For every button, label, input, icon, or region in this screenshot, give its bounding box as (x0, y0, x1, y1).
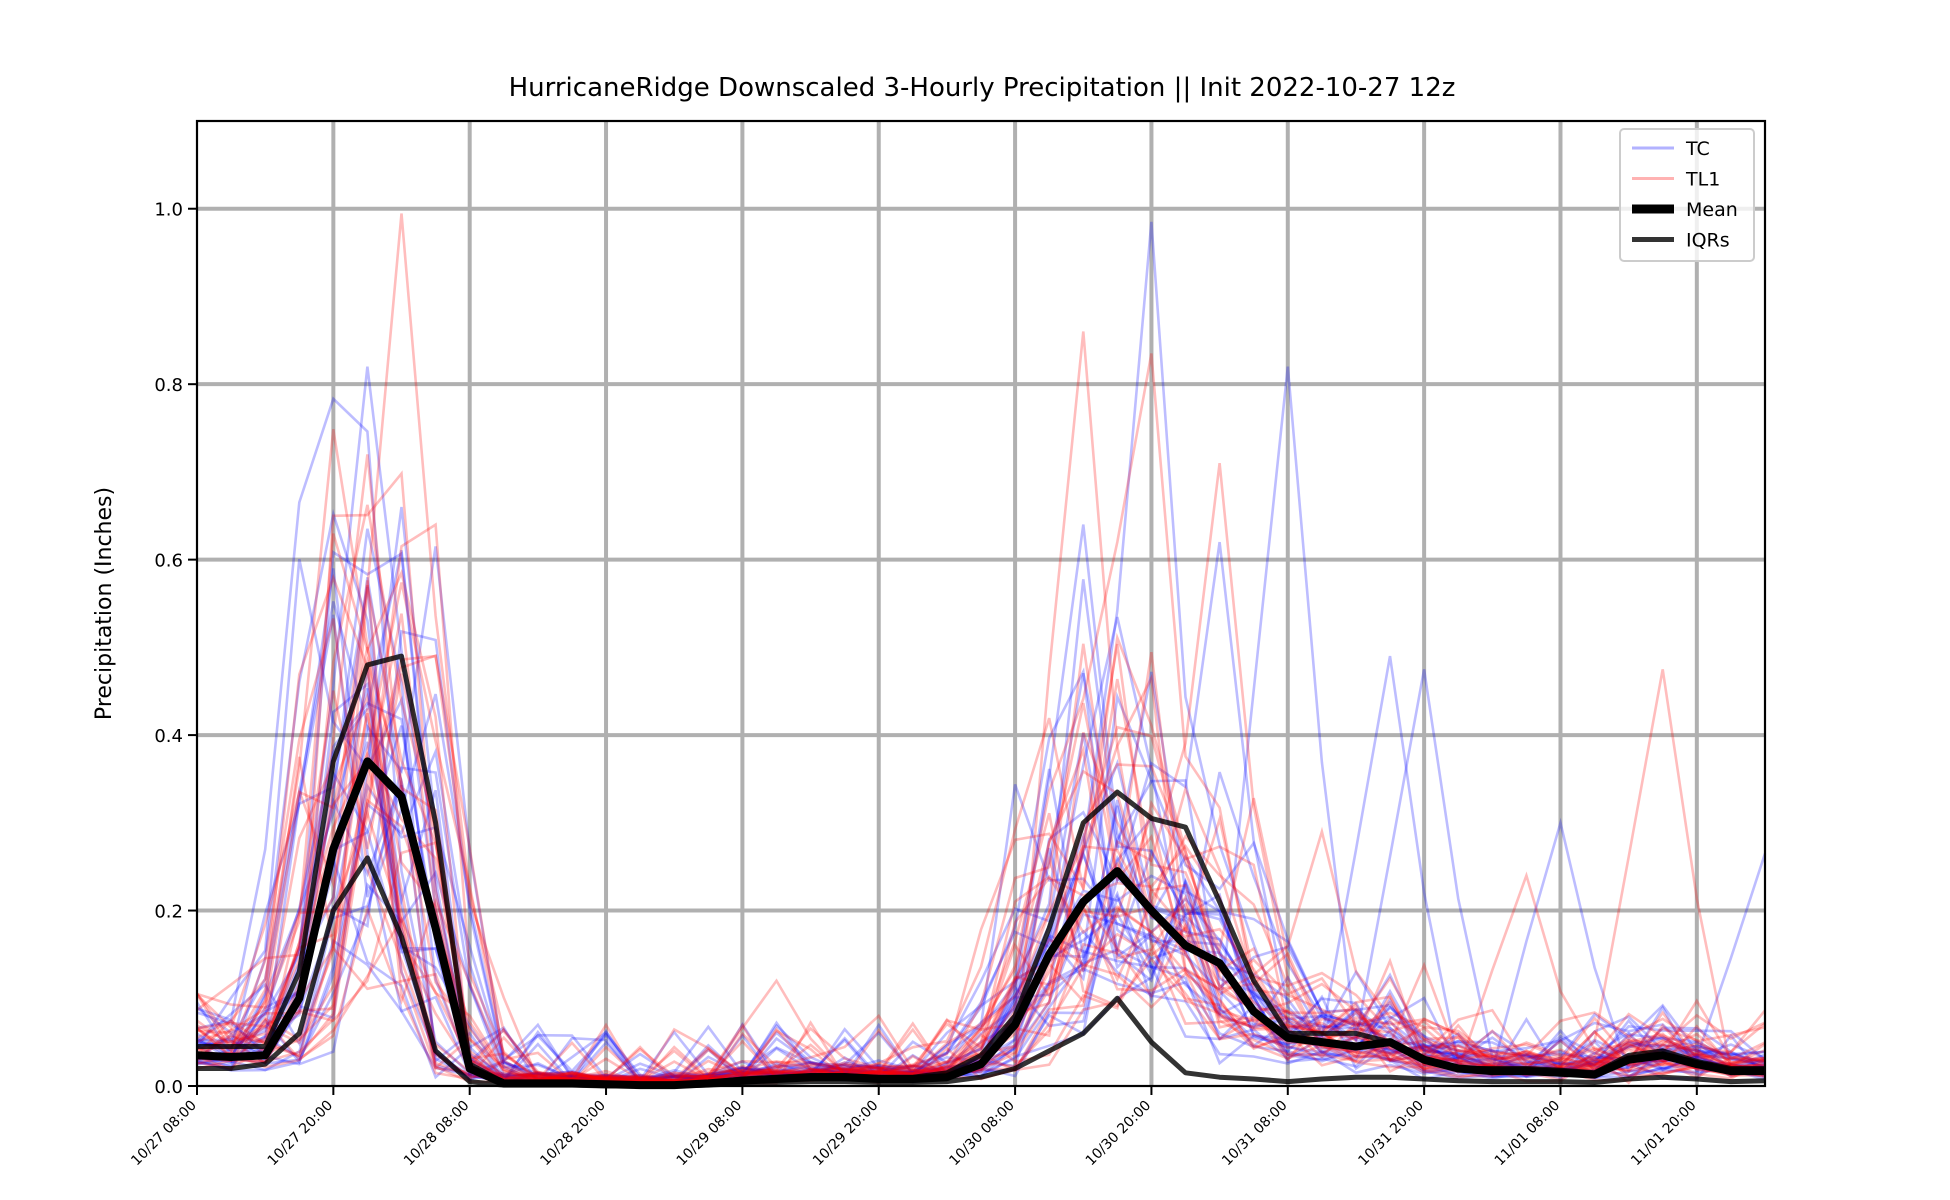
x-tick-label: 10/27 08:00 (128, 1098, 200, 1170)
x-tick-label: 10/27 20:00 (265, 1098, 337, 1170)
x-tick-label: 10/30 20:00 (1083, 1098, 1155, 1170)
tl1-member-line (196, 213, 1767, 1087)
tl1-member-line (196, 428, 1766, 1081)
tc-member-line (196, 550, 1766, 1084)
tl1-member-line (196, 712, 1766, 1083)
tl1-member-line (196, 462, 1766, 1086)
mean-line (196, 757, 1765, 1090)
iqr-line (197, 855, 1766, 1089)
x-tick-label: 11/01 08:00 (1492, 1098, 1564, 1170)
legend-label: TC (1685, 138, 1710, 160)
y-axis-label: Precipitation (Inches) (92, 487, 117, 720)
x-tick-label: 11/01 20:00 (1628, 1098, 1700, 1170)
x-tick-label: 10/28 20:00 (537, 1098, 609, 1170)
chart-title: HurricaneRidge Downscaled 3-Hourly Preci… (509, 73, 1456, 103)
tl1-member-line (196, 353, 1766, 1084)
tc-member-line (196, 938, 1766, 1084)
tc-ensemble-lines (195, 221, 1767, 1087)
x-tick-label: 10/28 08:00 (401, 1098, 473, 1170)
tc-member-line (195, 558, 1767, 1085)
x-tick-label: 10/30 08:00 (946, 1098, 1018, 1170)
x-axis-ticks: 10/27 08:00 10/27 20:00 10/28 08:00 10/28 2… (128, 1086, 1700, 1170)
y-axis-ticks: 0.0 0.2 0.4 0.6 0.8 1.0 (154, 200, 197, 1098)
tc-member-line (196, 746, 1766, 1082)
y-tick-label: 1.0 (154, 200, 183, 221)
legend-label: Mean (1686, 199, 1738, 221)
y-tick-label: 0.0 (154, 1077, 183, 1098)
tc-member-line (196, 396, 1766, 1083)
statistic-lines (196, 653, 1766, 1090)
legend-label: IQRs (1686, 230, 1730, 252)
y-tick-label: 0.4 (154, 726, 183, 747)
tl1-member-line (196, 533, 1766, 1085)
y-tick-label: 0.8 (154, 375, 183, 396)
x-tick-label: 10/29 08:00 (674, 1098, 746, 1170)
tl1-member-line (196, 582, 1766, 1084)
plot-frame (195, 119, 1767, 1088)
grid-lines (197, 121, 1765, 1086)
x-tick-label: 10/31 20:00 (1355, 1098, 1427, 1170)
x-tick-label: 10/29 20:00 (810, 1098, 882, 1170)
legend-box (1619, 128, 1755, 262)
y-tick-label: 0.2 (154, 902, 183, 923)
legend-label: TL1 (1685, 169, 1720, 191)
x-tick-label: 10/31 08:00 (1219, 1098, 1291, 1170)
tc-member-line (196, 782, 1766, 1083)
legend: TC TL1 Mean IQRs (1619, 128, 1755, 262)
iqr-line (197, 653, 1765, 1087)
y-tick-label: 0.6 (154, 551, 183, 572)
